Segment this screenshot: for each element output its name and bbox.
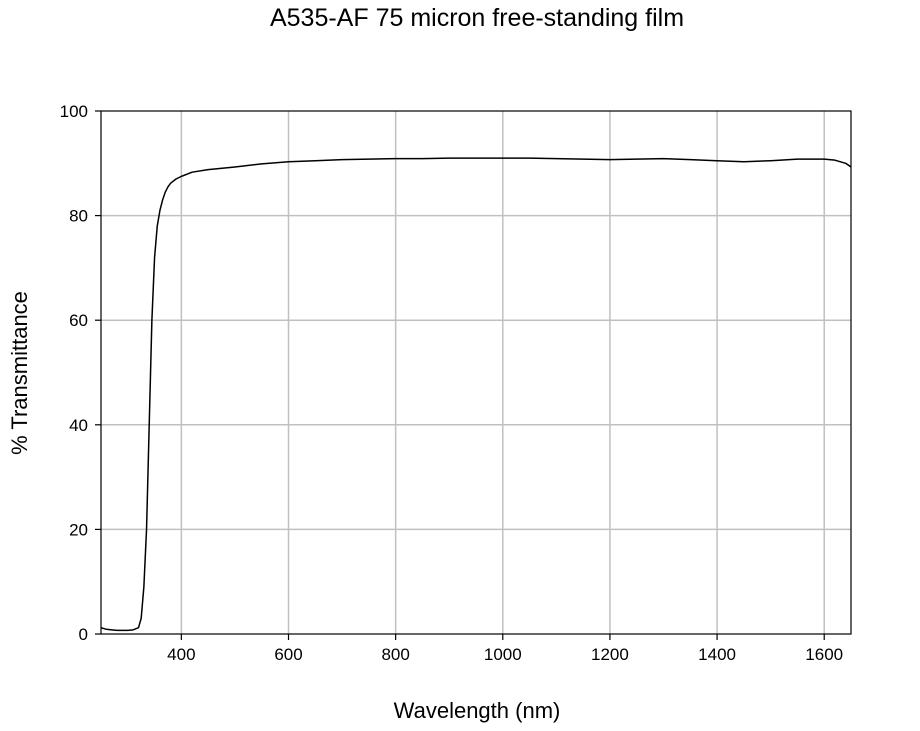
series-line-0 xyxy=(101,157,851,632)
plot-frame xyxy=(100,110,852,635)
x-tick-label: 600 xyxy=(274,645,302,664)
plot-area xyxy=(101,157,851,632)
y-tick-label: 40 xyxy=(69,416,88,435)
y-tick-label: 0 xyxy=(79,625,88,644)
y-tick-label: 60 xyxy=(69,311,88,330)
x-tick-label: 1600 xyxy=(805,645,843,664)
grid-lines xyxy=(101,111,851,634)
x-tick-label: 1200 xyxy=(591,645,629,664)
x-tick-label: 1000 xyxy=(484,645,522,664)
y-tick-label: 80 xyxy=(69,207,88,226)
x-tick-label: 800 xyxy=(381,645,409,664)
y-tick-label: 20 xyxy=(69,520,88,539)
axes: 400 600 800 1000 1200 1400 1600 0 20 40 60 80 100 xyxy=(60,102,852,664)
x-tick-label: 1400 xyxy=(698,645,736,664)
y-axis-title: % Transmittance xyxy=(7,291,32,455)
x-tick-label: 400 xyxy=(167,645,195,664)
x-axis-title: Wavelength (nm) xyxy=(394,698,561,723)
chart-title: A535-AF 75 micron free-standing film xyxy=(270,4,684,32)
y-tick-label: 100 xyxy=(60,102,88,121)
